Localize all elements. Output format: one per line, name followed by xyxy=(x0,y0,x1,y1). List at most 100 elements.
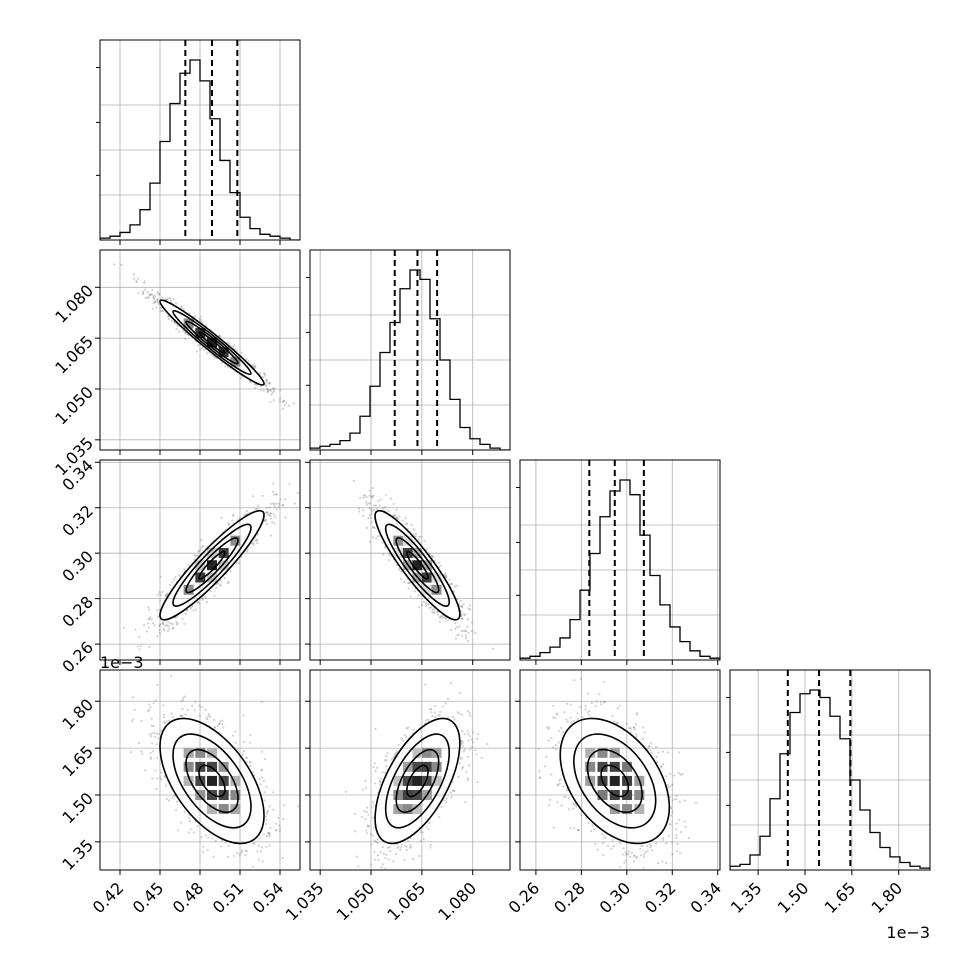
x-tick-label: 0.42 xyxy=(89,878,128,917)
scatter-point xyxy=(190,605,194,608)
scatter-point xyxy=(264,518,267,522)
scatter-point xyxy=(370,843,373,846)
scatter-point xyxy=(372,494,375,497)
scatter-point xyxy=(212,718,216,721)
scatter-point xyxy=(275,502,278,505)
scatter-point xyxy=(132,273,135,276)
scatter-points xyxy=(344,681,489,870)
scatter-point xyxy=(220,839,224,842)
scatter-point xyxy=(363,809,366,812)
scatter-point xyxy=(598,693,601,696)
scatter-point xyxy=(235,852,239,855)
scatter-point xyxy=(424,683,427,686)
scatter-point xyxy=(551,746,554,749)
scatter-point xyxy=(204,708,207,711)
scatter-point xyxy=(245,756,248,759)
scatter-point xyxy=(167,625,170,628)
scatter-point xyxy=(450,582,454,586)
panel-frame xyxy=(309,459,511,661)
scatter-point xyxy=(272,387,275,391)
scatter-point xyxy=(265,511,268,514)
scatter-point xyxy=(293,502,297,505)
density-block xyxy=(412,790,423,800)
scatter-point xyxy=(467,777,470,780)
scatter-point xyxy=(197,550,200,553)
contour-line-1 xyxy=(185,748,239,813)
scatter-point xyxy=(269,517,272,520)
scatter-point xyxy=(491,647,495,650)
density-block xyxy=(183,775,194,786)
scatter-point xyxy=(155,777,159,780)
scatter-point xyxy=(158,292,161,296)
scatter-point xyxy=(154,294,157,297)
scatter-point xyxy=(269,502,273,506)
scatter-point xyxy=(261,776,264,779)
panel-frame xyxy=(99,459,301,661)
scatter-point xyxy=(453,789,456,793)
scatter-point xyxy=(263,372,266,375)
scatter-point xyxy=(362,496,365,499)
scatter-point xyxy=(615,722,619,725)
scatter-point xyxy=(409,581,412,584)
scatter-points xyxy=(352,479,495,650)
scatter-point xyxy=(262,372,266,375)
scatter-point xyxy=(409,843,412,847)
scatter-point xyxy=(471,741,475,744)
scatter-point xyxy=(366,824,369,827)
scatter-point xyxy=(146,296,149,299)
scatter-point xyxy=(444,801,448,804)
panel-frame xyxy=(309,669,511,871)
scatter-point xyxy=(404,844,407,847)
scatter-point xyxy=(198,714,201,717)
scatter-point xyxy=(420,536,423,539)
scatter-point xyxy=(384,758,387,762)
panel-plot-area xyxy=(520,670,720,870)
scatter-point xyxy=(224,841,227,844)
scatter-point xyxy=(373,504,376,507)
scatter-point xyxy=(188,819,191,823)
scatter-point xyxy=(461,745,464,748)
scatter-point xyxy=(404,517,407,520)
scatter-point xyxy=(267,389,270,392)
panel-1-1 xyxy=(306,250,510,455)
scatter-point xyxy=(393,513,396,517)
scatter-point xyxy=(380,866,383,869)
scatter-point xyxy=(162,704,165,707)
scatter-point xyxy=(275,822,278,825)
scatter-point xyxy=(439,564,442,567)
density-block xyxy=(431,775,442,786)
scatter-point xyxy=(200,319,203,322)
scatter-point xyxy=(271,520,274,524)
scatter-point xyxy=(158,625,161,628)
scatter-point xyxy=(466,755,469,758)
scatter-point xyxy=(449,583,452,586)
scatter-point xyxy=(429,708,432,711)
contour-line-1 xyxy=(586,748,643,813)
scatter-point xyxy=(394,753,397,756)
scatter-point xyxy=(546,726,549,729)
scatter-point xyxy=(596,848,599,851)
scatter-point xyxy=(192,609,195,612)
scatter-point xyxy=(538,777,541,780)
scatter-point xyxy=(470,746,474,749)
scatter-point xyxy=(480,756,483,759)
scatter-point xyxy=(602,701,606,704)
contour-line-2 xyxy=(172,733,252,829)
scatter-point xyxy=(403,733,406,736)
scatter-point xyxy=(179,714,183,718)
scatter-point xyxy=(260,846,264,849)
scatter-point xyxy=(266,390,270,393)
scatter-point xyxy=(159,575,162,578)
scatter-point xyxy=(373,762,376,765)
contour-line-0 xyxy=(406,550,429,580)
scatter-point xyxy=(243,513,246,516)
scatter-point xyxy=(644,851,647,854)
scatter-point xyxy=(364,817,367,821)
scatter-point xyxy=(414,535,417,538)
scatter-point xyxy=(655,745,658,748)
scatter-point xyxy=(167,621,170,624)
scatter-point xyxy=(366,825,369,828)
scatter-point xyxy=(198,318,201,321)
scatter-point xyxy=(357,865,360,868)
scatter-point xyxy=(656,760,659,764)
